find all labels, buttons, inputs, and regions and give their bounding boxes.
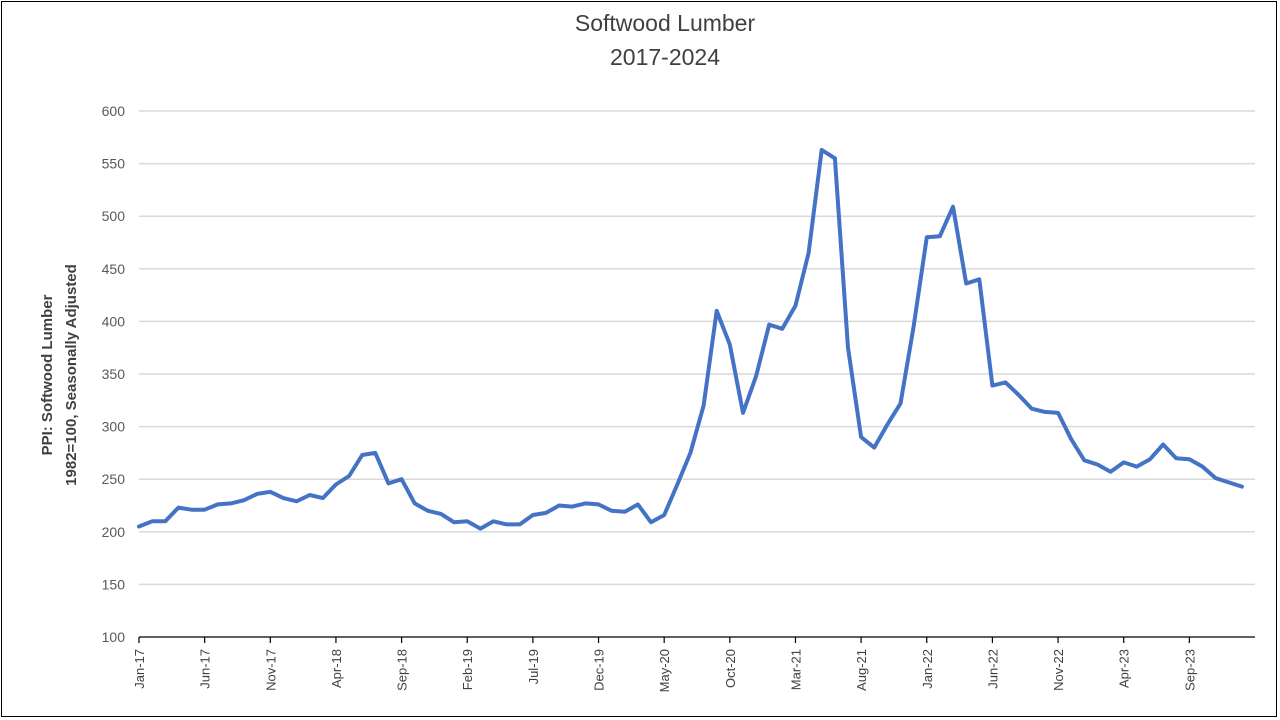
x-tick-label: Jan-22 bbox=[920, 649, 935, 689]
y-axis-label-line2: 1982=100, Seasonally Adjusted bbox=[63, 264, 80, 486]
x-tick-label: Apr-18 bbox=[329, 649, 344, 688]
x-tick-label: Dec-19 bbox=[592, 649, 607, 691]
y-tick-label: 600 bbox=[102, 103, 126, 119]
y-tick-label: 300 bbox=[102, 419, 126, 435]
y-tick-label: 550 bbox=[102, 156, 126, 172]
x-tick-label: Feb-19 bbox=[460, 649, 475, 690]
chart-title: Softwood Lumber bbox=[575, 10, 756, 36]
x-tick-label: Aug-21 bbox=[854, 649, 869, 691]
gridlines bbox=[139, 110, 1255, 586]
y-tick-label: 500 bbox=[102, 208, 126, 224]
y-tick-label: 100 bbox=[102, 629, 126, 645]
y-tick-label: 350 bbox=[102, 366, 126, 382]
x-tick-label: Mar-21 bbox=[788, 649, 803, 690]
y-tick-label: 200 bbox=[102, 524, 126, 540]
x-tick-label: Jun-22 bbox=[985, 649, 1000, 689]
x-tick-label: Apr-23 bbox=[1117, 649, 1132, 688]
chart-subtitle: 2017-2024 bbox=[610, 44, 720, 70]
x-tick-label: Sep-23 bbox=[1182, 649, 1197, 691]
y-axis-ticks: 100 150 200 250 300 350 400 450 500 550 600 bbox=[102, 103, 126, 645]
x-tick-label: May-20 bbox=[657, 649, 672, 692]
y-tick-label: 450 bbox=[102, 261, 126, 277]
y-tick-label: 150 bbox=[102, 576, 126, 592]
x-tick-label: Jun-17 bbox=[198, 649, 213, 689]
series-layer bbox=[137, 147, 1244, 531]
x-tick-label: Nov-17 bbox=[263, 649, 278, 691]
y-axis-label: PPI: Softwood Lumber bbox=[39, 294, 56, 455]
x-tick-label: Jul-19 bbox=[526, 649, 541, 684]
x-tick-label: Sep-18 bbox=[395, 649, 410, 691]
x-tick-label: Jan-17 bbox=[132, 649, 147, 689]
y-tick-label: 250 bbox=[102, 471, 126, 487]
x-tick-label: Nov-22 bbox=[1051, 649, 1066, 691]
series-line bbox=[137, 147, 1244, 531]
y-tick-label: 400 bbox=[102, 313, 126, 329]
x-tick-label: Oct-20 bbox=[723, 649, 738, 688]
x-axis: Jan-17 Jun-17 Nov-17 Apr-18 Sep-18 Feb-19 Jul-… bbox=[132, 636, 1255, 692]
